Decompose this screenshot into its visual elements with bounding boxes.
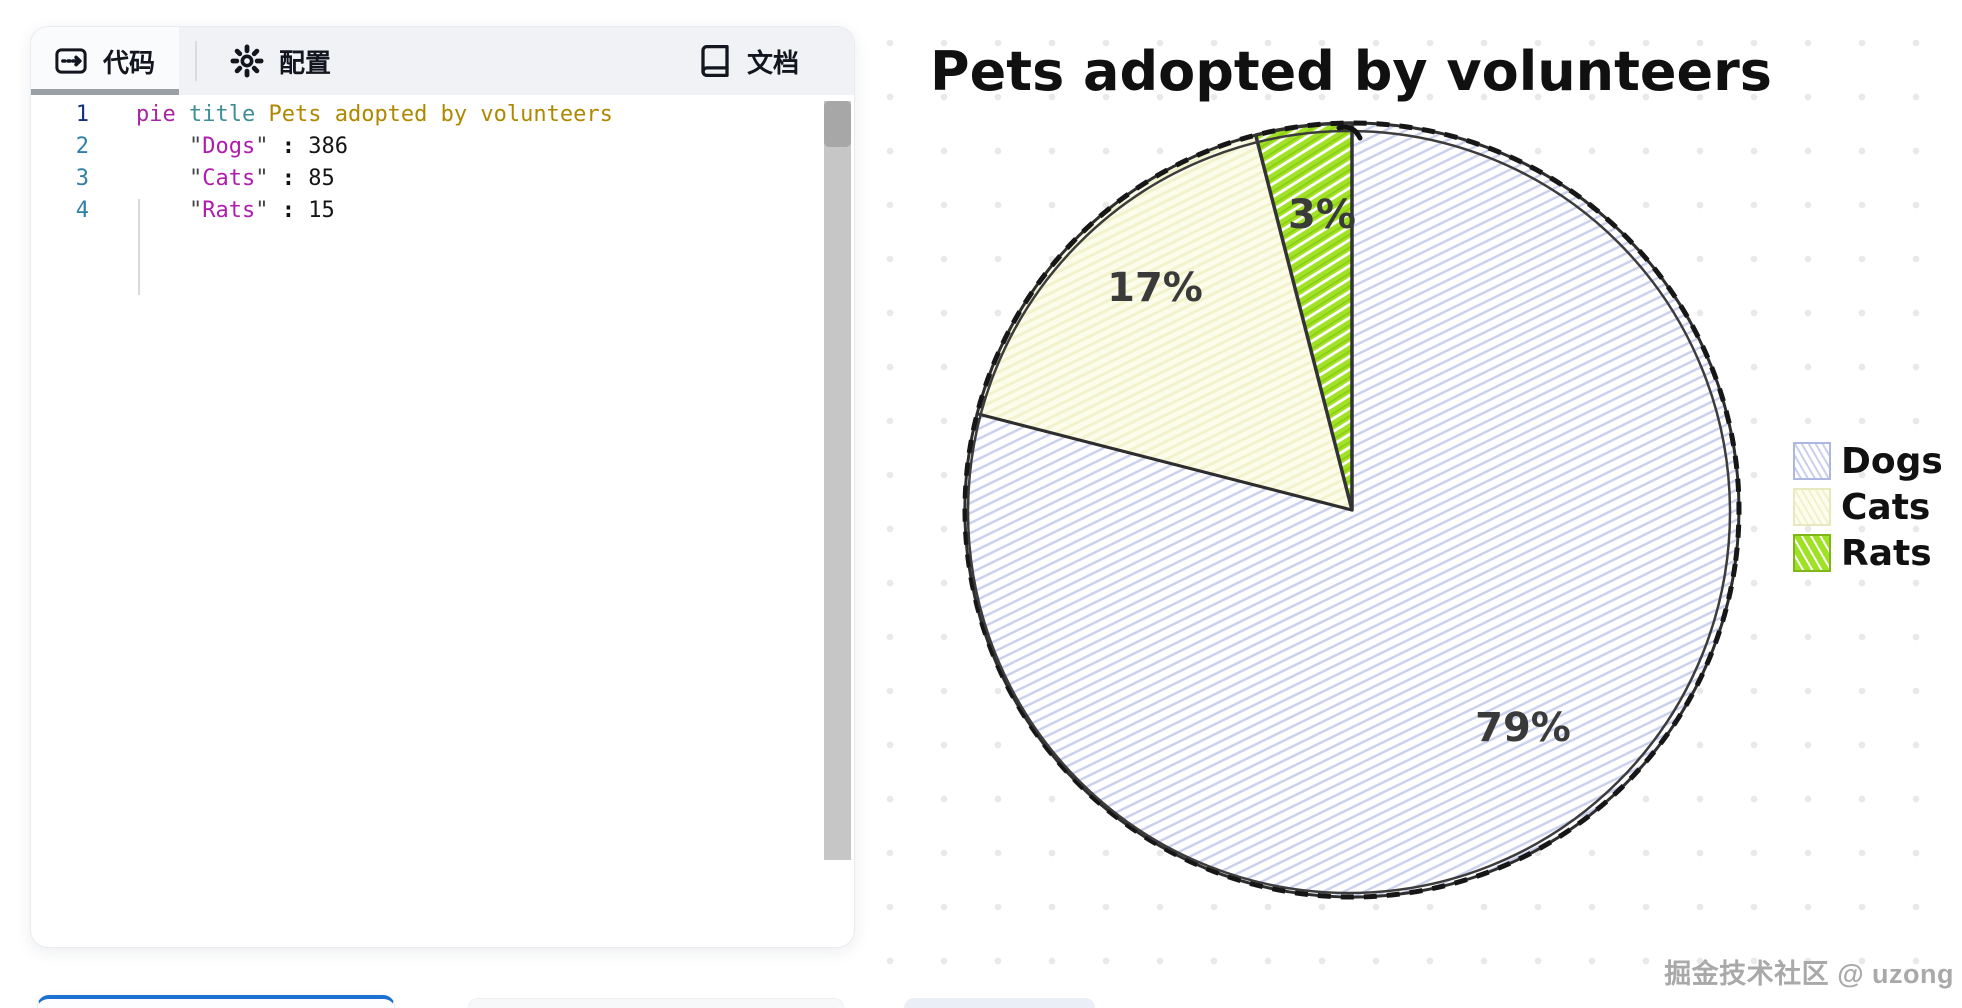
token-number-cats: 85 — [308, 166, 335, 191]
pie-label-dogs: 79% — [1475, 705, 1571, 751]
line-number: 2 — [75, 134, 89, 159]
code-line-2: 2 "Dogs" : 386 — [31, 131, 854, 163]
tab-config-label: 配置 — [279, 47, 332, 78]
legend-label-rats: Rats — [1841, 532, 1932, 574]
legend-row-rats: Rats — [1793, 530, 1943, 576]
watermark: 掘金技术社区 @ uzong — [1664, 959, 1954, 989]
token-title-string: Pets adopted by volunteers — [255, 102, 613, 127]
token-string-cats: Cats — [202, 166, 256, 191]
line-number: 4 — [75, 198, 89, 223]
tab-divider — [195, 41, 198, 81]
code-text: "Dogs" : 386 — [136, 131, 348, 163]
token-number-rats: 15 — [308, 198, 335, 223]
legend-row-cats: Cats — [1793, 484, 1943, 530]
legend-swatch-cats — [1793, 488, 1831, 526]
pie-slice-rats — [1253, 121, 1354, 512]
gear-icon — [229, 43, 265, 79]
line-number: 3 — [75, 166, 89, 191]
token-indent — [136, 134, 189, 159]
legend-swatch-rats — [1793, 534, 1831, 572]
token-quote: " — [255, 198, 269, 223]
token-string-rats: Rats — [202, 198, 256, 223]
code-line-3: 3 "Cats" : 85 — [31, 163, 854, 195]
legend-row-dogs: Dogs — [1793, 438, 1943, 484]
tab-config[interactable]: 配置 — [203, 27, 357, 95]
bottom-card-active[interactable] — [37, 995, 395, 1008]
pie-label-rats: 3% — [1288, 192, 1356, 238]
token-keyword-pie: pie — [136, 102, 176, 127]
code-panel: 代码 配置 — [30, 26, 855, 948]
tab-docs[interactable]: 文档 — [697, 27, 854, 95]
code-editor[interactable]: 1 pie title Pets adopted by volunteers 2… — [31, 95, 854, 885]
pie-legend: Dogs Cats Rats — [1793, 438, 1943, 576]
token-indent — [136, 166, 189, 191]
tab-docs-label: 文档 — [746, 47, 799, 78]
editor-scrollbar[interactable] — [824, 101, 851, 860]
token-colon: : — [268, 198, 309, 223]
token-string-dogs: Dogs — [202, 134, 256, 159]
tab-bar: 代码 配置 — [31, 27, 854, 95]
pie-slice-cats — [975, 133, 1354, 512]
legend-swatch-dogs — [1793, 442, 1831, 480]
token-quote: " — [255, 166, 269, 191]
pie-outline-dashed — [962, 120, 1742, 900]
token-colon: : — [268, 134, 309, 159]
indent-guide — [138, 199, 140, 295]
pie-sketch-hook — [1336, 124, 1363, 141]
book-icon — [697, 43, 733, 79]
legend-label-cats: Cats — [1841, 486, 1931, 528]
editor-scrollbar-thumb[interactable] — [824, 101, 851, 147]
tab-code-label: 代码 — [103, 47, 156, 78]
bottom-card-2[interactable] — [468, 998, 844, 1008]
pie-outline-solid — [966, 129, 1732, 895]
code-terminal-icon — [53, 43, 89, 79]
code-text: "Cats" : 85 — [136, 163, 335, 195]
token-colon: : — [268, 166, 309, 191]
legend-label-dogs: Dogs — [1841, 440, 1943, 482]
line-number: 1 — [75, 102, 89, 127]
chart-title: Pets adopted by volunteers — [930, 40, 1772, 103]
token-quote: " — [188, 198, 203, 223]
token-number-dogs: 386 — [308, 134, 348, 159]
token-quote: " — [188, 166, 203, 191]
code-text: pie title Pets adopted by volunteers — [136, 99, 613, 131]
code-line-4: 4 "Rats" : 15 — [31, 195, 854, 227]
bottom-card-3[interactable] — [904, 998, 1095, 1008]
token-indent — [136, 198, 189, 223]
token-keyword-title: title — [175, 102, 256, 127]
pie-label-cats: 17% — [1107, 265, 1203, 311]
token-quote: " — [188, 134, 203, 159]
code-line-1: 1 pie title Pets adopted by volunteers — [31, 99, 854, 131]
tab-code[interactable]: 代码 — [31, 27, 180, 95]
token-quote: " — [255, 134, 269, 159]
code-text: "Rats" : 15 — [136, 195, 335, 227]
